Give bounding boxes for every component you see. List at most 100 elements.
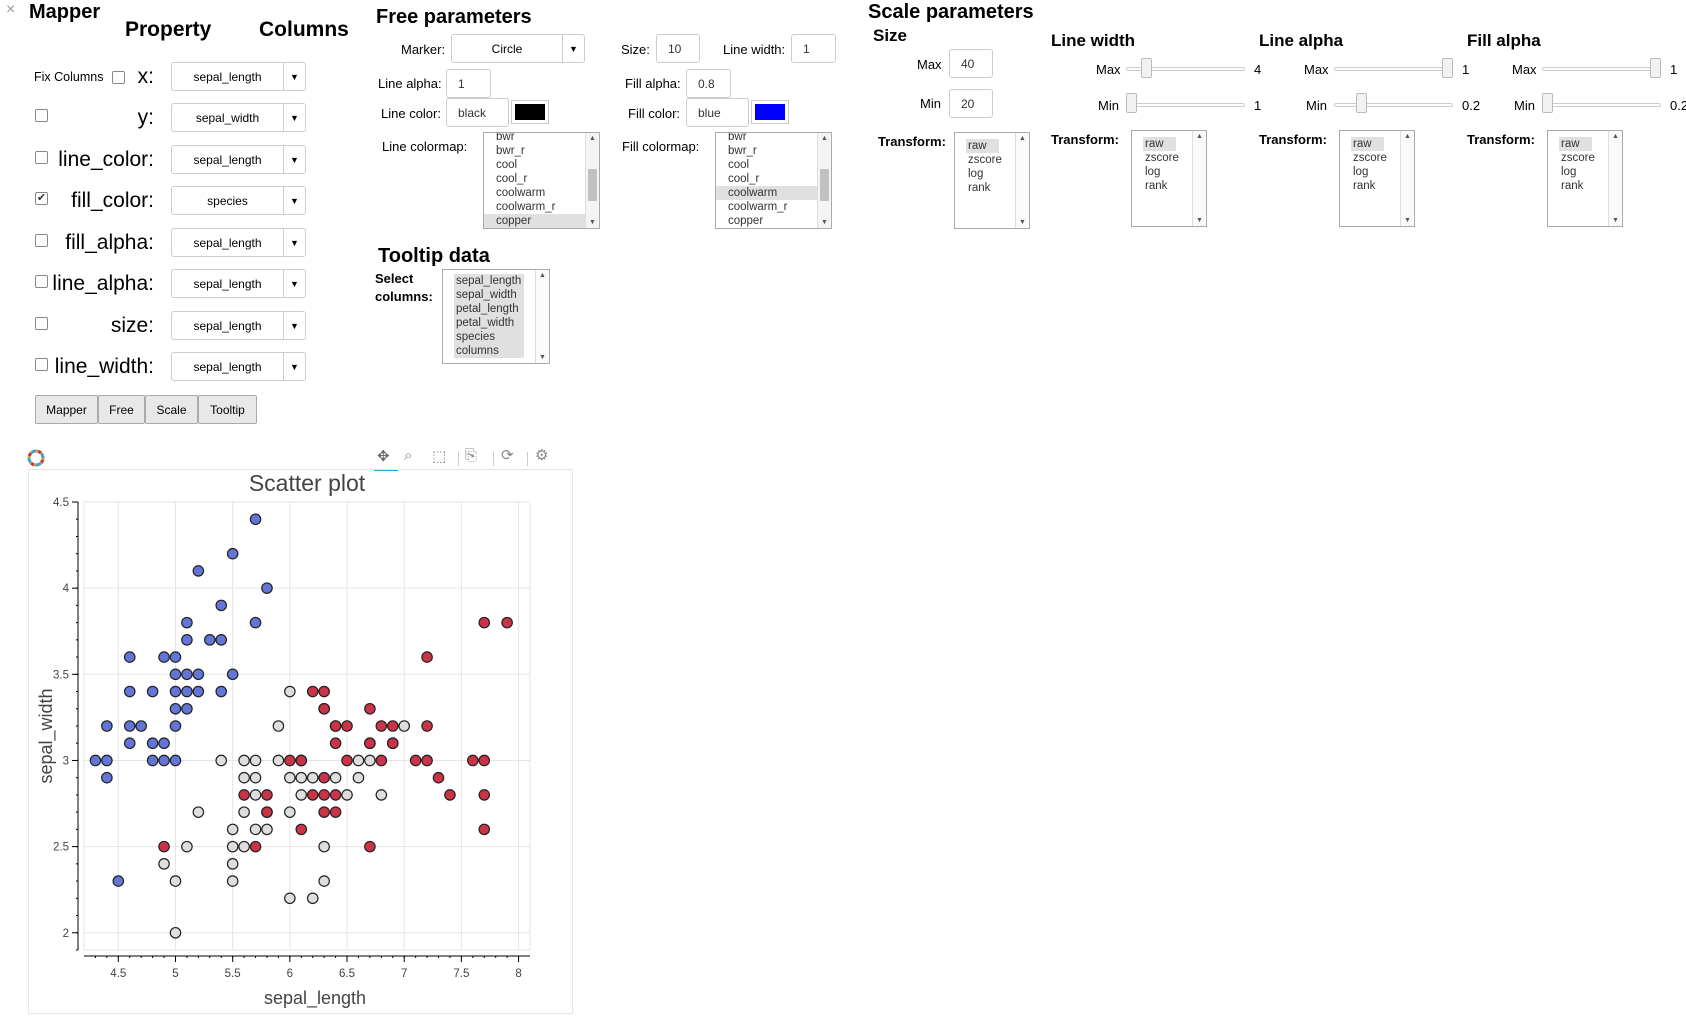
scatter-point-setosa[interactable] [249,616,262,629]
scroll-down-icon[interactable]: ▼ [1196,217,1203,224]
scatter-point-virginica[interactable] [364,702,376,715]
scatter-point-setosa[interactable] [181,685,193,698]
scroll-down-icon[interactable]: ▼ [1404,217,1411,224]
fill-alpha-max-handle[interactable] [1650,58,1661,78]
scatter-point-setosa[interactable] [123,685,136,698]
scatter-point-virginica[interactable] [341,754,353,767]
size-max-input[interactable]: 40 [949,49,993,78]
tooltip-columns-list[interactable]: sepal_length sepal_width petal_length petal… [442,269,550,364]
y-checkbox[interactable] [35,109,48,122]
tooltip-column-option[interactable]: columns [454,344,524,358]
line-colormap-option[interactable]: cool_r [496,173,528,185]
scatter-point-versicolor[interactable] [318,875,330,887]
scroll-down-icon[interactable]: ▼ [1612,217,1619,224]
line-width-checkbox[interactable] [35,358,48,371]
scatter-point-versicolor[interactable] [272,720,285,732]
line-width-column-select[interactable]: sepal_length ▼ [171,352,306,381]
scatter-point-versicolor[interactable] [375,789,388,801]
scatter-point-versicolor[interactable] [284,806,296,818]
x-column-select[interactable]: sepal_length ▼ [171,62,306,91]
scatter-point-virginica[interactable] [318,789,330,801]
scroll-down-icon[interactable]: ▼ [821,219,828,226]
hover-icon[interactable]: ⚙ [535,447,549,464]
scatter-point-versicolor[interactable] [226,840,239,853]
fill-alpha-checkbox[interactable] [35,234,48,247]
line-alpha-input[interactable]: 1 [446,69,491,98]
tooltip-scrollbar[interactable]: ▲ ▼ [535,270,549,363]
scatter-point-virginica[interactable] [238,789,250,801]
marker-select[interactable]: Circle ▼ [451,34,585,63]
fill-color-input[interactable]: blue [686,98,749,127]
scroll-up-icon[interactable]: ▲ [1404,133,1411,140]
scatter-point-virginica[interactable] [295,823,308,836]
scatter-point-virginica[interactable] [318,685,330,698]
scatter-point-setosa[interactable] [169,754,182,767]
scatter-point-virginica[interactable] [478,823,491,836]
scatter-point-virginica[interactable] [284,754,296,767]
transform-option[interactable]: log [1561,166,1577,178]
scatter-point-virginica[interactable] [375,754,388,767]
tooltip-column-option[interactable]: petal_length [454,302,524,316]
fill-colormap-option[interactable]: copper [728,215,764,227]
scatter-point-versicolor[interactable] [238,771,250,784]
scatter-point-virginica[interactable] [318,702,330,715]
scatter-point-setosa[interactable] [192,565,205,577]
fill-colormap-option[interactable]: coolwarm [716,186,817,200]
scatter-point-setosa[interactable] [192,668,205,681]
line-colormap-scrollbar[interactable]: ▲ ▼ [585,133,599,228]
scatter-point-setosa[interactable] [169,720,182,732]
scatter-point-versicolor[interactable] [284,892,296,905]
fill-alpha-max-slider[interactable] [1542,67,1661,71]
scatter-point-virginica[interactable] [158,840,170,853]
scatter-point-virginica[interactable] [261,789,273,801]
line-colormap-option[interactable]: coolwarm [496,187,546,199]
scatter-point-setosa[interactable] [146,737,159,750]
transform-option[interactable]: rank [1561,180,1584,192]
scroll-up-icon[interactable]: ▲ [539,272,546,279]
scatter-point-setosa[interactable] [158,754,170,767]
line-colormap-option[interactable]: coolwarm_r [496,201,556,213]
scatter-point-setosa[interactable] [181,668,193,681]
fix-columns-checkbox[interactable] [112,71,125,84]
fill-colormap-option[interactable]: cool [728,159,750,171]
scatter-point-versicolor[interactable] [352,754,365,767]
scatter-point-virginica[interactable] [478,616,491,629]
transform-option[interactable]: log [1145,166,1161,178]
scatter-point-virginica[interactable] [318,806,330,818]
line-alpha-transform-list[interactable]: raw zscore log rank ▲ ▼ [1339,130,1415,227]
tab-tooltip[interactable]: Tooltip [198,395,257,424]
scatter-point-setosa[interactable] [169,685,182,698]
tab-scale[interactable]: Scale [145,395,198,424]
line-alpha-checkbox[interactable] [35,275,48,288]
tab-free[interactable]: Free [98,395,145,424]
line-color-input[interactable]: black [446,98,509,127]
scatter-point-versicolor[interactable] [352,771,365,784]
line-alpha-max-handle[interactable] [1442,58,1453,78]
fill-alpha-input[interactable]: 0.8 [686,69,731,98]
scatter-point-versicolor[interactable] [295,789,308,801]
scatter-point-versicolor[interactable] [181,840,193,853]
scatter-point-virginica[interactable] [306,789,319,801]
scatter-point-setosa[interactable] [181,634,193,646]
scatter-point-virginica[interactable] [386,720,399,732]
scatter-point-virginica[interactable] [318,771,330,784]
scatter-point-versicolor[interactable] [226,875,239,887]
fill-colormap-list[interactable]: bwr bwr_r cool cool_r coolwarm coolwarm_r copp… [715,132,832,229]
scatter-point-setosa[interactable] [249,513,262,526]
scroll-up-icon[interactable]: ▲ [1612,133,1619,140]
transform-option[interactable]: raw [966,139,999,153]
line-width-input[interactable]: 1 [791,34,836,63]
fill-color-column-select[interactable]: species ▼ [171,186,306,215]
line-width-max-handle[interactable] [1141,58,1152,78]
fill-alpha-transform-scrollbar[interactable]: ▲ ▼ [1608,131,1622,226]
scatter-point-versicolor[interactable] [249,771,262,784]
line-colormap-option[interactable]: bwr_r [496,145,525,157]
scroll-up-icon[interactable]: ▲ [1196,133,1203,140]
scatter-point-virginica[interactable] [375,720,388,732]
scatter-point-versicolor[interactable] [261,823,273,836]
scatter-point-versicolor[interactable] [398,720,411,732]
line-width-min-slider[interactable] [1126,103,1245,107]
line-colormap-list[interactable]: bwr bwr_r cool cool_r coolwarm coolwarm_r copp… [483,132,600,229]
scatter-point-virginica[interactable] [261,806,273,818]
scatter-point-virginica[interactable] [501,616,513,629]
